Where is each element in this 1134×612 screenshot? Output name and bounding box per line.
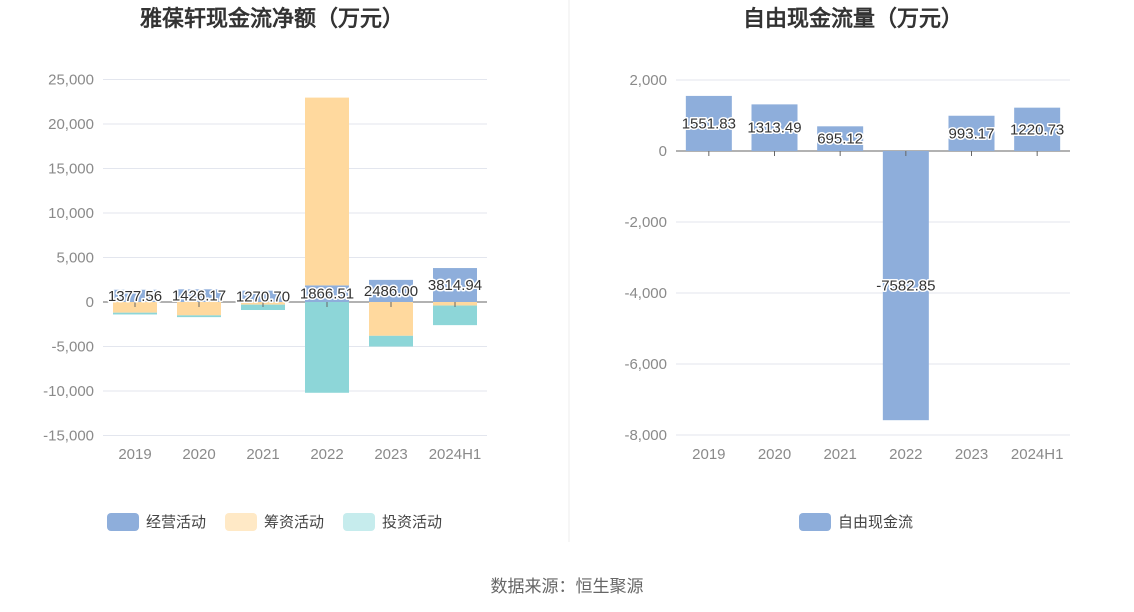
y-tick-label: 20,000 [48, 116, 94, 133]
data-label: 993.17 [949, 125, 995, 142]
y-tick-label: 15,000 [48, 161, 94, 178]
x-tick-label: 2023 [374, 446, 407, 463]
x-tick-label: 2019 [118, 446, 151, 463]
x-tick-label: 2020 [182, 446, 215, 463]
free-cash-flow-chart: 自由现金流量（万元） 2,000 0 -2,000 -4,000 -6,000 -8,00… [624, 6, 1070, 531]
bar-经营活动-2019[interactable] [113, 289, 157, 302]
bar-筹资活动-2019[interactable] [113, 302, 157, 313]
bar-投资活动-2021[interactable] [241, 304, 285, 311]
bar-自由现金流-2024H1[interactable] [1014, 107, 1061, 151]
y-axis-ticks: 2,000 0 -2,000 -4,000 -6,000 -8,000 [624, 72, 667, 444]
legend-swatch[interactable] [343, 513, 375, 531]
bar-筹资活动-2023[interactable] [369, 302, 413, 336]
data-label: 1866.51 [300, 286, 354, 303]
x-tick-label: 2020 [758, 446, 791, 463]
data-label: 1551.83 [682, 115, 736, 132]
x-tick-label: 2024H1 [1011, 446, 1064, 463]
bar-筹资活动-2022[interactable] [305, 97, 349, 286]
bar-自由现金流-2022[interactable] [882, 151, 929, 421]
y-tick-label: 2,000 [629, 72, 667, 89]
bar-投资活动-2023[interactable] [369, 335, 413, 347]
bar-自由现金流-2023[interactable] [948, 115, 995, 151]
y-axis-ticks: 25,000 20,000 15,000 10,000 5,000 0 -5,000 -10,… [43, 72, 94, 445]
legend: 自由现金流 [799, 513, 913, 531]
gridlines [676, 79, 1070, 436]
bar-投资活动-2022[interactable] [305, 302, 349, 393]
y-tick-label: -2,000 [624, 214, 667, 231]
y-tick-label: 10,000 [48, 205, 94, 222]
bar-投资活动-2019[interactable] [113, 312, 157, 315]
data-label: 1313.49 [747, 120, 801, 137]
data-source: 数据来源：恒生聚源 [491, 577, 644, 596]
legend-swatch[interactable] [225, 513, 257, 531]
data-label: -7582.85 [876, 278, 935, 295]
x-axis-ticks: 2019 2020 2021 2022 2023 2024H1 [118, 302, 481, 463]
data-label: 1426.17 [172, 288, 226, 305]
legend-label[interactable]: 投资活动 [382, 514, 442, 531]
y-tick-label: -8,000 [624, 427, 667, 444]
y-tick-label: 0 [86, 294, 94, 311]
y-tick-label: -10,000 [43, 383, 94, 400]
bar-投资活动-2020[interactable] [177, 315, 221, 318]
bar-经营活动-2023[interactable] [369, 279, 413, 302]
y-tick-label: 25,000 [48, 72, 94, 89]
cash-flow-net-chart: 雅葆轩现金流净额（万元） 25,000 20,000 15,000 10,000 5,0… [43, 6, 487, 531]
bar-经营活动-2022[interactable] [305, 285, 349, 302]
y-tick-label: 0 [659, 143, 667, 160]
bar-自由现金流-2019[interactable] [685, 95, 732, 151]
legend-label[interactable]: 自由现金流 [838, 514, 913, 531]
data-label: 1220.73 [1010, 121, 1064, 138]
x-tick-label: 2022 [889, 446, 922, 463]
data-label: 695.12 [817, 131, 863, 148]
legend-label[interactable]: 经营活动 [146, 514, 206, 531]
y-tick-label: -5,000 [51, 339, 94, 356]
x-tick-label: 2021 [246, 446, 279, 463]
legend-label[interactable]: 筹资活动 [264, 514, 324, 531]
y-tick-label: -6,000 [624, 356, 667, 373]
bar-经营活动-2021[interactable] [241, 290, 285, 302]
bar-经营活动-2020[interactable] [177, 289, 221, 302]
legend-swatch[interactable] [107, 513, 139, 531]
gridlines [103, 79, 487, 436]
x-tick-label: 2022 [310, 446, 343, 463]
data-label: 1270.70 [236, 288, 290, 305]
bar-自由现金流-2020[interactable] [751, 104, 798, 151]
chart-title: 雅葆轩现金流净额（万元） [140, 6, 404, 31]
bar-自由现金流-2021[interactable] [817, 126, 864, 151]
data-label: 1377.56 [108, 288, 162, 305]
bar-投资活动-2024H1[interactable] [433, 305, 477, 326]
x-axis-ticks: 2019 2020 2021 2022 2023 2024H1 [692, 151, 1063, 463]
data-label: 3814.94 [428, 277, 482, 294]
x-tick-label: 2021 [823, 446, 856, 463]
x-tick-label: 2023 [955, 446, 988, 463]
data-labels: 1551.83 1313.49 695.12 -7582.85 993.17 1220.7… [680, 114, 1066, 296]
bars [685, 95, 1061, 421]
x-tick-label: 2024H1 [429, 446, 482, 463]
y-tick-label: -4,000 [624, 285, 667, 302]
y-tick-label: -15,000 [43, 428, 94, 445]
y-tick-label: 5,000 [56, 250, 94, 267]
data-label: 2486.00 [364, 283, 418, 300]
data-labels: 1377.56 1426.17 1270.70 1866.51 2486.00 3814.… [106, 276, 483, 307]
legend: 经营活动 筹资活动 投资活动 [107, 513, 442, 531]
chart-title: 自由现金流量（万元） [743, 6, 963, 31]
bar-经营活动-2024H1[interactable] [433, 268, 477, 302]
bar-筹资活动-2020[interactable] [177, 302, 221, 316]
x-tick-label: 2019 [692, 446, 725, 463]
bars [113, 97, 477, 393]
legend-swatch[interactable] [799, 513, 831, 531]
